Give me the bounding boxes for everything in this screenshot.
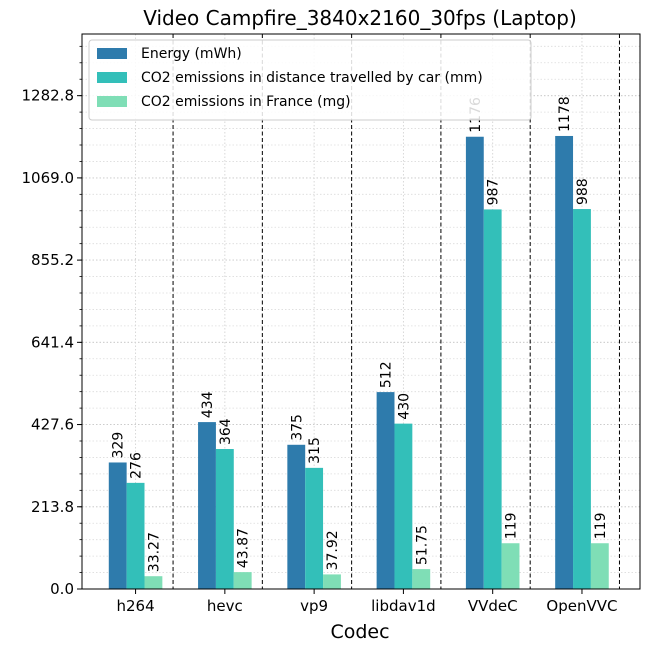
legend-swatch: [97, 72, 127, 83]
y-tick-label: 641.4: [31, 333, 74, 351]
bar-hevc-2: [215, 449, 234, 589]
data-label: 430: [396, 393, 412, 420]
legend-label: CO2 emissions in France (mg): [141, 94, 351, 110]
x-tick-label: h264: [116, 597, 154, 615]
bar-vp9-2: [305, 467, 324, 589]
bar-libdav1d-3: [412, 569, 431, 589]
data-label: 37.92: [325, 530, 341, 570]
legend-swatch: [97, 96, 127, 107]
y-axis: 0.0 213.8 427.6 641.4 855.2 1069.0 1282.8: [22, 45, 82, 598]
data-label: 119: [593, 513, 609, 540]
y-tick-label: 855.2: [31, 251, 74, 269]
legend-label: CO2 emissions in distance travelled by c…: [141, 70, 483, 86]
bar-libdav1d-1: [376, 392, 395, 589]
bar-h264-2: [126, 482, 145, 589]
x-tick-label: vp9: [300, 597, 328, 615]
x-tick-label: VVdeC: [468, 597, 518, 615]
data-label: 512: [379, 361, 395, 388]
data-label: 51.75: [414, 525, 430, 565]
legend-swatch: [97, 48, 127, 59]
bar-OpenVVC-3: [590, 543, 609, 589]
data-label: 119: [504, 513, 520, 540]
legend-box: [88, 39, 532, 121]
data-label: 1178: [557, 96, 573, 132]
bar-h264-3: [144, 576, 163, 589]
data-label: 987: [486, 179, 502, 206]
bars: [108, 135, 609, 590]
bar-VVdeC-2: [483, 209, 502, 589]
category-separators: [172, 34, 620, 589]
bar-vp9-3: [323, 574, 341, 589]
bar-OpenVVC-1: [555, 135, 574, 590]
data-label: 43.87: [236, 528, 252, 568]
data-label: 375: [289, 414, 305, 441]
y-tick-label: 213.8: [31, 498, 74, 516]
legend-label: Energy (mWh): [141, 46, 242, 62]
data-label: 276: [129, 452, 145, 479]
bar-hevc-1: [198, 422, 216, 589]
chart-title: Video Campfire_3840x2160_30fps (Laptop): [143, 6, 577, 30]
bar-VVdeC-1: [465, 136, 484, 589]
data-label: 315: [307, 437, 323, 464]
data-label: 364: [218, 418, 234, 445]
bar-libdav1d-2: [394, 423, 413, 589]
x-tick-label: OpenVVC: [546, 597, 617, 615]
x-tick-label: hevc: [207, 597, 243, 615]
legend: Energy (mWh) CO2 emissions in distance tr…: [88, 39, 532, 121]
data-label: 33.27: [146, 532, 162, 572]
x-tick-label: libdav1d: [371, 597, 436, 615]
bar-VVdeC-3: [501, 543, 520, 589]
bar-vp9-1: [287, 444, 306, 589]
plot-frame: [81, 33, 641, 590]
data-label: 988: [575, 178, 591, 205]
bar-h264-1: [108, 462, 127, 589]
y-tick-label: 1069.0: [22, 169, 75, 187]
bar-OpenVVC-2: [573, 209, 591, 589]
data-label: 434: [200, 391, 216, 418]
data-label: 329: [111, 432, 127, 459]
y-tick-label: 427.6: [31, 416, 74, 434]
y-tick-label: 1282.8: [22, 87, 75, 105]
x-axis: h264 hevc vp9 libdav1d VVdeC OpenVVC: [116, 589, 617, 615]
y-tick-label: 0.0: [50, 580, 74, 598]
x-axis-label: Codec: [330, 621, 389, 643]
bar-hevc-3: [233, 572, 252, 589]
